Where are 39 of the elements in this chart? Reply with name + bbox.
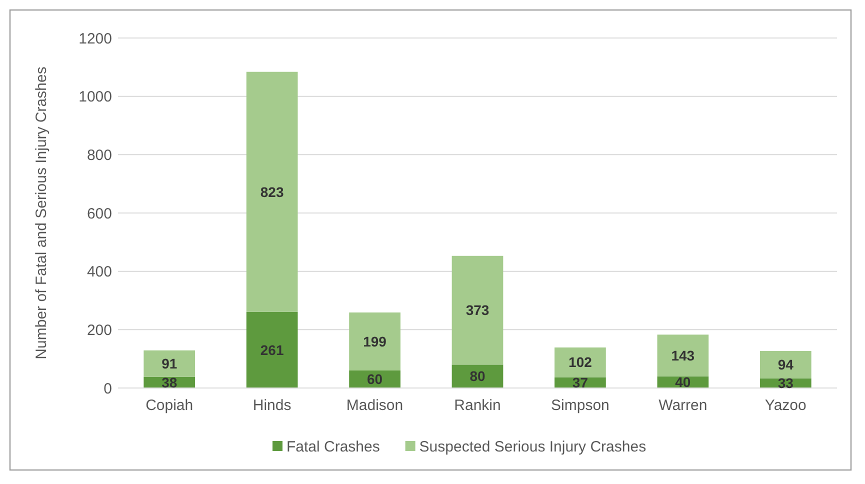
data-label: 80 — [470, 368, 486, 384]
data-label: 60 — [366, 371, 383, 388]
data-label: 143 — [671, 347, 695, 364]
data-label: 102 — [568, 354, 592, 370]
bar — [452, 256, 504, 365]
bar — [246, 72, 298, 312]
x-tick-label: Hinds — [252, 397, 292, 414]
data-label: 199 — [363, 333, 387, 350]
bar — [144, 350, 196, 377]
data-label: 94 — [778, 356, 794, 373]
legend-label: Suspected Serious Injury Crashes — [419, 438, 646, 456]
x-tick-label: Copiah — [146, 397, 194, 414]
x-tick-label: Simpson — [551, 397, 610, 414]
y-tick-label: 600 — [86, 205, 112, 222]
data-label: 37 — [572, 374, 588, 391]
bar — [760, 350, 812, 378]
x-tick-label: Madison — [346, 397, 404, 414]
x-tick-label: Yazoo — [764, 397, 806, 414]
data-label: 261 — [260, 342, 284, 358]
data-label: 91 — [162, 356, 178, 372]
data-label: 38 — [162, 374, 178, 390]
legend-label: Fatal Crashes — [286, 438, 380, 456]
y-tick-label: 0 — [104, 380, 112, 398]
bar — [349, 312, 400, 370]
data-label: 40 — [675, 374, 691, 390]
data-label: 823 — [260, 184, 284, 200]
x-tick-label: Warren — [658, 397, 708, 414]
y-tick-label: 1000 — [78, 88, 112, 106]
data-label: 373 — [466, 302, 490, 318]
y-tick-label: 400 — [86, 264, 112, 281]
bar — [554, 347, 606, 378]
y-tick-label: 1200 — [78, 30, 112, 48]
bar — [246, 312, 298, 388]
x-tick-label: Rankin — [454, 397, 501, 414]
y-axis-title: Number of Fatal and Serious Injury Crashes — [33, 66, 50, 360]
y-tick-label: 200 — [86, 322, 112, 339]
bar — [657, 334, 709, 376]
y-tick-label: 800 — [86, 146, 112, 164]
data-label: 33 — [778, 375, 794, 392]
